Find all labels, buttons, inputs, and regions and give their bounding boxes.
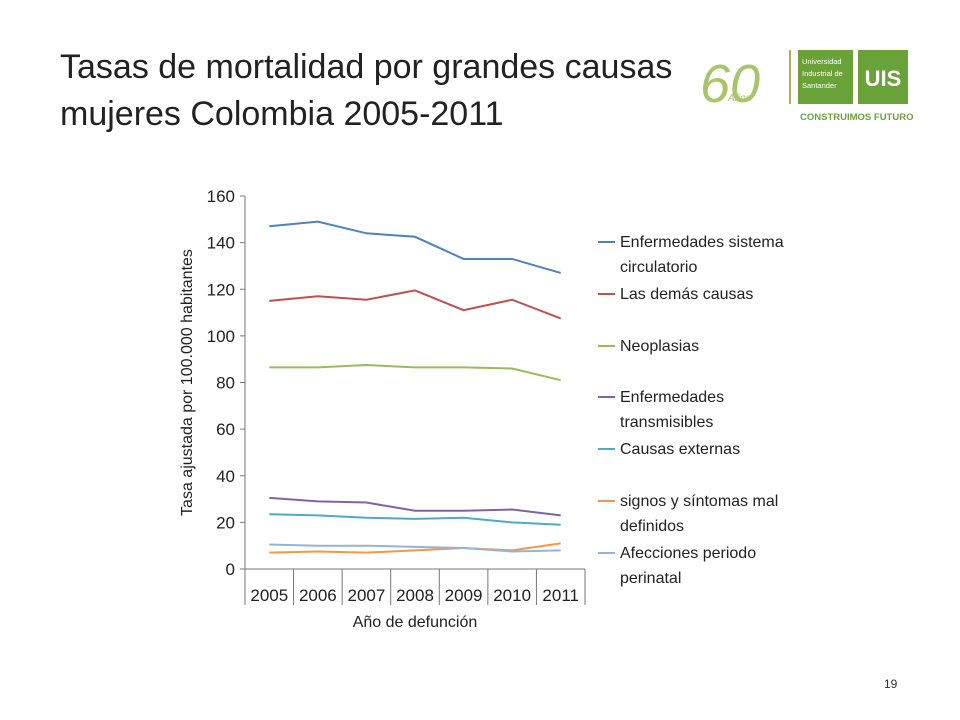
legend-marker — [598, 241, 615, 243]
logo-text: Industrial de — [802, 69, 843, 78]
series-line — [269, 513, 561, 526]
legend-marker — [598, 500, 615, 502]
series-line — [269, 220, 561, 274]
x-tick-label: 2007 — [348, 586, 386, 605]
y-tick-label: 140 — [207, 234, 235, 253]
x-tick-label: 2006 — [299, 586, 337, 605]
logo-box — [858, 50, 908, 104]
title-line: Tasas de mortalidad por grandes causas — [60, 48, 673, 86]
y-tick-label: 0 — [226, 560, 235, 579]
series-line — [269, 289, 562, 320]
series-line — [269, 542, 561, 554]
logo-initials: UIS — [865, 66, 902, 91]
legend-label: Afecciones periodo perinatal — [620, 544, 757, 587]
x-tick-label: 2005 — [250, 586, 288, 605]
logo-slogan: CONSTRUIMOS FUTURO — [800, 112, 913, 123]
legend-label: Enfermedades sistema circulatorio — [620, 234, 784, 276]
logo-text: Universidad — [802, 57, 842, 66]
legend-label: Causas externas — [620, 441, 741, 459]
logo-text: Santander — [802, 81, 837, 90]
y-tick-label: 120 — [207, 280, 235, 299]
legend-marker — [598, 396, 615, 399]
slide-title: Tasas de mortalidad por grandes causas m… — [60, 44, 672, 138]
y-tick-label: 160 — [207, 187, 235, 206]
legend-entry: Afecciones periodo perinatal — [598, 541, 808, 591]
x-tick-label: 2009 — [445, 586, 483, 605]
title-line: mujeres Colombia 2005-2011 — [60, 95, 504, 133]
y-tick-label: 40 — [216, 467, 235, 486]
y-tick-label: 100 — [207, 327, 235, 346]
y-tick-label: 80 — [216, 374, 235, 393]
logo-number: 60 — [700, 54, 760, 114]
legend-label: Neoplasias — [620, 337, 700, 355]
legend-entry: signos y síntomas mal definidos — [598, 489, 808, 539]
logo: 60 Años Universidad Industrial de Santan… — [700, 50, 913, 123]
legend-marker — [598, 292, 615, 295]
x-tick-label: 2010 — [493, 586, 531, 605]
page-number: 19 — [884, 677, 898, 691]
x-axis-title: Año de defunción — [353, 614, 478, 631]
legend-label: Enfermedades transmisibles — [620, 389, 725, 432]
series-line — [269, 496, 561, 517]
legend-marker — [598, 344, 615, 347]
x-tick-label: 2011 — [542, 586, 579, 605]
legend-marker — [598, 448, 615, 451]
plot: 0 20 40 60 80 100 120 140 160 2005 2006 2007 2008 200… — [179, 187, 586, 631]
legend-label: Las demás causas — [620, 285, 754, 303]
legend-entry: Enfermedades transmisibles — [598, 385, 808, 435]
series-line — [269, 543, 561, 553]
legend-entry: Enfermedades sistema circulatorio — [598, 230, 808, 280]
legend-entry: Causas externas — [598, 437, 808, 462]
legend-marker — [598, 551, 615, 554]
y-tick-label: 20 — [216, 513, 235, 532]
logo-box — [798, 50, 853, 104]
legend-label: signos y síntomas mal definidos — [620, 493, 779, 535]
x-tick-label: 2008 — [396, 586, 434, 605]
series-line — [269, 364, 561, 382]
y-tick-label: 60 — [216, 420, 235, 439]
legend-entry: Las demás causas — [598, 282, 808, 307]
legend-entry: Neoplasias — [598, 334, 808, 359]
logo-word: Años — [727, 93, 751, 104]
y-axis-title: Tasa ajustada por 100.000 habitantes — [179, 249, 196, 516]
